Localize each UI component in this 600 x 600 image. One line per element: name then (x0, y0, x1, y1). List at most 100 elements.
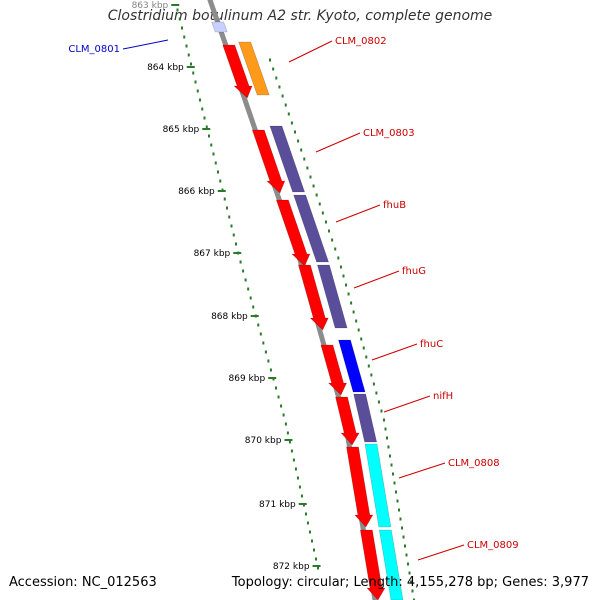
gene-block-purple (269, 125, 306, 193)
strand-dot (383, 418, 385, 422)
strand-dot (347, 292, 350, 296)
strand-dot (408, 571, 411, 575)
axis-dot (282, 413, 285, 417)
axis-dot (267, 359, 270, 363)
strand-dot (345, 283, 348, 287)
strand-dot (334, 247, 337, 251)
axis-dot (288, 440, 291, 444)
axis-dot (235, 242, 237, 246)
gene-label[interactable]: CLM_0808 (448, 458, 500, 469)
strand-dot (377, 400, 380, 404)
strand-dot (352, 310, 355, 314)
gene-block-orange (238, 41, 270, 96)
axis-dot (208, 134, 210, 138)
axis-dot (286, 431, 289, 435)
axis-dot (277, 395, 280, 399)
strand-dot (384, 427, 387, 431)
strand-dot (306, 166, 309, 170)
strand-dot (287, 112, 290, 116)
kbp-label: 863 kbp (132, 1, 169, 11)
axis-dot (290, 449, 293, 453)
strand-dot (393, 481, 396, 485)
strand-dot (405, 553, 408, 557)
axis-dot (219, 179, 222, 183)
strand-dot (284, 103, 287, 107)
kbp-label: 868 kbp (211, 312, 248, 322)
strand-dot (401, 526, 403, 530)
axis-dot (247, 287, 250, 291)
gene-leader-line (383, 395, 431, 413)
gene-label[interactable]: fhuG (402, 266, 426, 277)
strand-dot (269, 58, 271, 62)
topology-text: Topology: circular; Length: 4,155,278 bp… (231, 575, 589, 590)
axis-dot (176, 8, 179, 12)
axis-dot (223, 197, 226, 201)
gene-label[interactable]: CLM_0801 (68, 44, 120, 55)
cds-arrow (335, 396, 360, 446)
axis-dot (232, 233, 235, 237)
gene-label[interactable]: CLM_0809 (467, 540, 519, 551)
axis-dot (284, 422, 287, 426)
cds-arrow (320, 344, 348, 396)
axis-dot (244, 278, 247, 282)
gene-label[interactable]: fhuB (383, 200, 406, 211)
axis-dot (190, 62, 192, 66)
axis-dot (275, 386, 277, 390)
gene-leader-line (398, 462, 446, 479)
axis-dot (308, 530, 311, 534)
cds-arrow (359, 529, 386, 600)
axis-dot (210, 143, 213, 147)
kbp-label: 867 kbp (194, 249, 231, 259)
cds-arrow (298, 264, 329, 331)
kbp-label: 870 kbp (245, 436, 282, 446)
gene-label[interactable]: CLM_0803 (363, 128, 415, 139)
gene-leader-line (353, 270, 400, 289)
axis-dot (205, 125, 208, 129)
axis-dot (178, 17, 181, 21)
gene-label[interactable]: CLM_0802 (335, 36, 387, 47)
axis-dot (249, 296, 252, 300)
kbp-label: 865 kbp (163, 125, 200, 135)
strand-dot (312, 184, 315, 188)
axis-dot (310, 539, 313, 543)
gene-leader-line (122, 39, 169, 50)
axis-dot (262, 341, 265, 345)
strand-dot (357, 328, 360, 332)
axis-dot (280, 404, 283, 408)
strand-dot (413, 598, 415, 600)
strand-dot (272, 67, 275, 71)
strand-dot (309, 175, 312, 179)
axis-dot (304, 512, 307, 516)
strand-dot (294, 130, 296, 134)
gene-block-cyan (378, 529, 404, 600)
axis-dot (228, 215, 231, 219)
strand-dot (350, 301, 353, 305)
strand-dot (339, 265, 342, 269)
strand-dot (399, 517, 402, 521)
strand-dot (387, 445, 390, 449)
axis-dot (314, 557, 317, 561)
strand-dot (297, 139, 300, 143)
strand-dot (318, 202, 321, 206)
strand-dot (367, 364, 370, 368)
gene-block-cyan (364, 443, 392, 528)
strand-dot (303, 157, 306, 161)
axis-dot (203, 116, 206, 120)
strand-dot (392, 472, 394, 476)
strand-dot (337, 256, 340, 260)
axis-dot (317, 566, 319, 570)
axis-dot (181, 26, 183, 30)
strand-dot (328, 229, 331, 233)
strand-dot (396, 499, 399, 503)
strand-dot (386, 436, 388, 440)
axis-dot (296, 476, 299, 480)
axis-dot (187, 53, 190, 57)
gene-leader-line (371, 343, 418, 361)
gene-block-purple (293, 194, 329, 263)
strand-dot (321, 211, 324, 215)
axis-dot (242, 269, 245, 273)
gene-label[interactable]: nifH (433, 391, 453, 402)
gene-label[interactable]: fhuC (420, 339, 443, 350)
axis-dot (185, 44, 188, 48)
strand-dot (331, 238, 334, 242)
